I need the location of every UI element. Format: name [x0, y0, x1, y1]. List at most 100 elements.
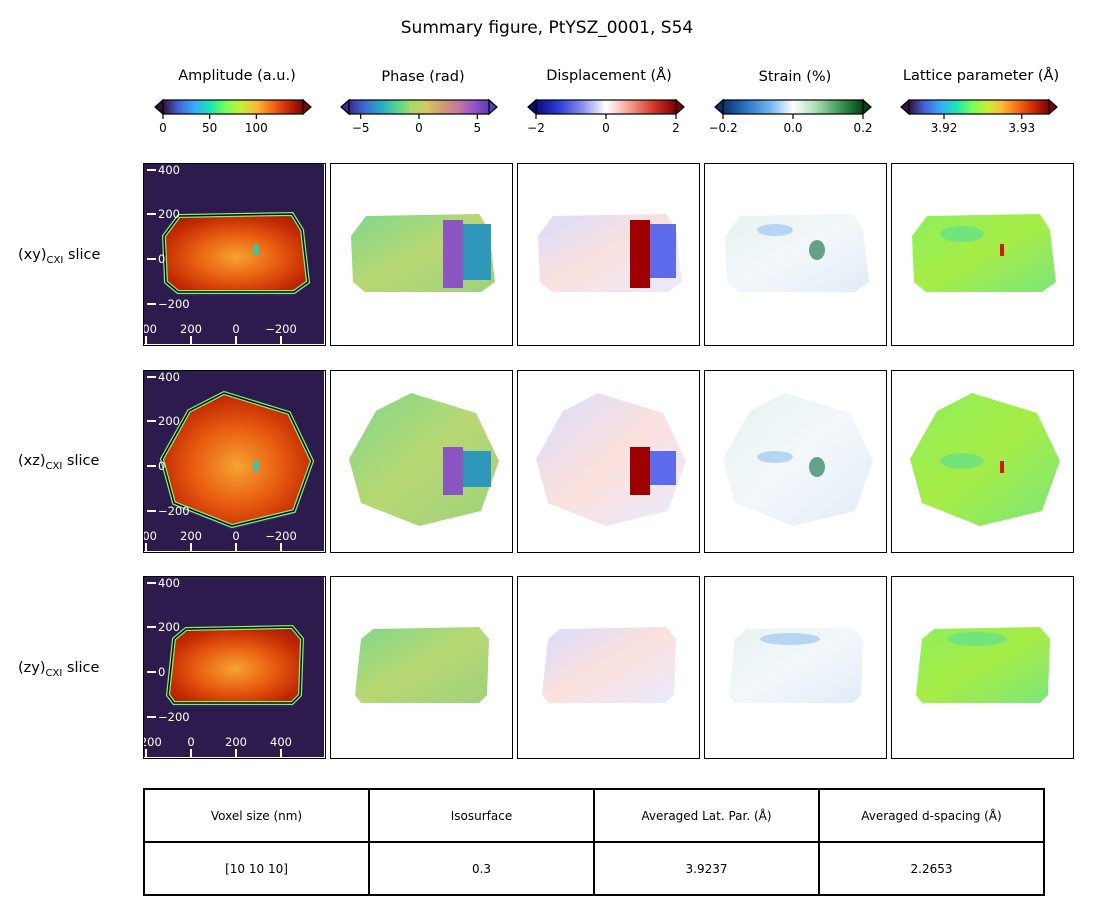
colorbar-extend-high: [862, 98, 872, 116]
amplitude-defect: [253, 244, 259, 256]
row-label-zy: (zy)CXI slice: [18, 660, 99, 679]
map-region: [916, 627, 1050, 703]
colorbar-tick-label: 2: [672, 121, 680, 135]
colorbar-extend-high: [675, 98, 685, 116]
y-tick-label: 200: [158, 207, 180, 221]
table-header-cell: Averaged Lat. Par. (Å): [593, 788, 820, 843]
lattice-patch: [947, 632, 1007, 646]
amplitude-blob: [161, 211, 311, 294]
strain-defect: [809, 240, 825, 260]
heatmap-panel: [891, 576, 1074, 759]
row-label-main: (xy): [18, 247, 47, 263]
colorbar-tick-label: 5: [474, 121, 482, 135]
x-tick-label: −200: [265, 322, 297, 336]
x-tick-label: 200: [180, 322, 202, 336]
colorbar-tick-label: 100: [245, 121, 268, 135]
colorbar-tick-label: 0.2: [853, 121, 872, 135]
colorbar-extend-low: [340, 98, 350, 116]
row-label-xz: (xz)CXI slice: [18, 453, 99, 472]
strain-patch: [757, 224, 793, 236]
heatmap-panel: [891, 370, 1074, 553]
colorbar-tick-label: −0.2: [710, 121, 738, 135]
lattice-defect: [1000, 461, 1004, 473]
y-tick-label: −200: [158, 297, 190, 311]
y-tick-label: 400: [158, 164, 180, 177]
heatmap-panel: [517, 576, 700, 759]
x-tick-label: 200: [180, 529, 202, 543]
colorbar-title-phase: Phase (rad): [381, 69, 465, 85]
table-header-cell: Averaged d-spacing (Å): [818, 788, 1045, 843]
colorbar-gradient: [535, 99, 677, 115]
displacement-jump-region: [650, 224, 676, 278]
table-header-row: Voxel size (nm) Isosurface Averaged Lat.…: [143, 788, 1045, 843]
heatmap-panel: [704, 576, 887, 759]
row-label-sub: CXI: [45, 667, 63, 679]
heatmap-panel: 400 200 0 −200 −200 0 200 400: [143, 576, 326, 759]
heatmap-panel: [517, 163, 700, 346]
table-value-cell: 3.9237: [593, 841, 820, 896]
heatmap-panel: [704, 163, 887, 346]
colorbar-title-lattice: Lattice parameter (Å): [902, 68, 1060, 84]
x-tick-label: −200: [265, 529, 297, 543]
colorbar-tick-label: 0: [602, 121, 610, 135]
table-value-cell: [10 10 10]: [143, 841, 370, 896]
colorbar-title-strain: Strain (%): [758, 69, 832, 85]
map-region: [912, 214, 1056, 292]
colorbar-extend-low: [900, 98, 910, 116]
colorbar-tick-label: 0: [415, 121, 423, 135]
heatmap-panel: [704, 370, 887, 553]
row-label-tail: slice: [63, 247, 101, 263]
colorbar-title-displacement: Displacement (Å): [546, 68, 672, 84]
amplitude-defect: [253, 460, 259, 472]
heatmap-panel: [891, 163, 1074, 346]
summary-table: Voxel size (nm) Isosurface Averaged Lat.…: [143, 788, 1045, 896]
strain-defect: [809, 457, 825, 477]
colorbar-gradient: [722, 99, 864, 115]
colorbar-tick-label: 3.92: [931, 121, 958, 135]
table-header-cell: Voxel size (nm): [143, 788, 370, 843]
y-tick-label: 0: [158, 459, 165, 473]
x-tick-label: 0: [187, 735, 194, 749]
amplitude-outline: [161, 392, 313, 527]
map-region: [725, 214, 869, 292]
y-tick-label: 0: [158, 252, 165, 266]
row-label-main: (xz): [18, 453, 46, 469]
heatmap-panel: [330, 576, 513, 759]
colorbar-strain: −0.2 0.0 0.2: [710, 98, 873, 135]
phase-wrap-region: [463, 224, 491, 280]
colorbar-tick-label: −5: [352, 121, 370, 135]
x-tick-label: 400: [270, 735, 292, 749]
y-tick-label: 0: [158, 665, 165, 679]
x-tick-label: −200: [144, 735, 162, 749]
displacement-jump-region: [630, 220, 650, 288]
colorbar-tick-label: 50: [202, 121, 217, 135]
row-label-tail: slice: [62, 660, 100, 676]
row-label-tail: slice: [62, 453, 100, 469]
colorbar-gradient: [908, 99, 1050, 115]
table-value-cell: 2.2653: [818, 841, 1045, 896]
displacement-jump-region: [650, 451, 676, 485]
colorbar-amplitude: 0 50 100: [154, 98, 312, 135]
x-tick-label: 400: [144, 529, 157, 543]
heatmap-panel: [330, 370, 513, 553]
amplitude-outline: [167, 626, 303, 704]
x-tick-label: 400: [144, 322, 157, 336]
y-tick-label: −200: [158, 710, 190, 724]
phase-wrap-region: [443, 220, 463, 288]
y-tick-label: 200: [158, 414, 180, 428]
colorbar-lattice: 3.92 3.93: [900, 98, 1058, 135]
colorbar-displacement: −2 0 2: [527, 98, 685, 135]
map-region: [723, 393, 873, 526]
colorbar-phase: −5 0 5: [340, 98, 498, 135]
colorbar-extend-low: [154, 98, 164, 116]
table-value-row: [10 10 10] 0.3 3.9237 2.2653: [143, 841, 1045, 896]
amplitude-outline: [163, 213, 309, 293]
colorbar-tick-label: −2: [527, 121, 545, 135]
y-tick-label: 400: [158, 577, 180, 590]
heatmap-panel: [330, 163, 513, 346]
map-region: [910, 393, 1060, 526]
strain-patch: [760, 633, 820, 645]
amplitude-blob: [165, 624, 305, 705]
